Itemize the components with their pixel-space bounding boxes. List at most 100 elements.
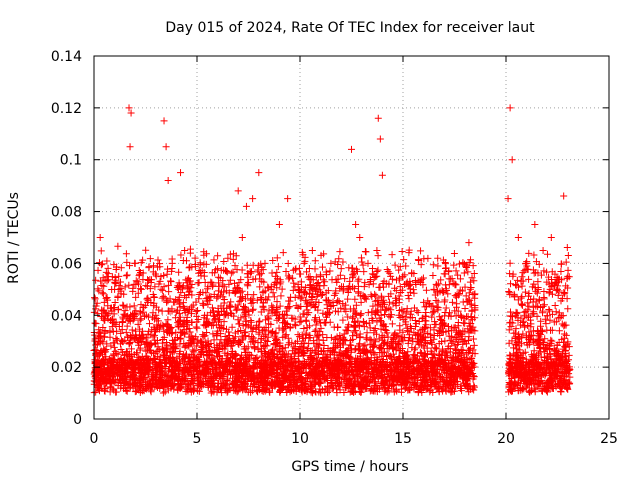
data-point [275, 324, 283, 332]
data-point [251, 383, 259, 391]
data-point [401, 334, 409, 342]
data-point [269, 303, 277, 311]
data-point [433, 303, 441, 311]
data-point [107, 304, 115, 312]
data-point [442, 328, 450, 336]
data-point [137, 386, 145, 394]
data-point [293, 379, 301, 387]
data-point [452, 267, 460, 275]
data-point [98, 306, 106, 314]
data-point [396, 283, 404, 291]
data-point [176, 350, 184, 358]
data-point [257, 270, 265, 278]
data-point [430, 369, 438, 377]
data-point [455, 349, 463, 357]
data-point [265, 315, 273, 323]
data-point [530, 251, 538, 259]
data-point [195, 278, 203, 286]
data-point [311, 381, 319, 389]
data-point [226, 385, 234, 393]
data-point [241, 305, 249, 313]
data-point [291, 344, 299, 352]
data-point [366, 340, 374, 348]
data-point [160, 283, 168, 291]
data-point [264, 312, 272, 320]
data-point [128, 326, 136, 334]
data-point [354, 277, 362, 285]
data-point [406, 369, 414, 377]
data-point [217, 336, 225, 344]
data-point [247, 269, 255, 277]
data-point [258, 263, 266, 271]
data-point [285, 374, 293, 382]
data-point [439, 380, 447, 388]
data-point [208, 352, 216, 360]
data-point [368, 270, 376, 278]
data-point [114, 366, 122, 374]
data-point [414, 308, 422, 316]
data-point [243, 261, 251, 269]
data-point [465, 289, 473, 297]
data-point [433, 385, 441, 393]
data-point [165, 354, 173, 362]
data-point [148, 366, 156, 374]
data-point [113, 336, 121, 344]
data-point [381, 306, 389, 314]
data-point [293, 378, 301, 386]
data-point [452, 303, 460, 311]
data-point [268, 269, 276, 277]
data-point [316, 374, 324, 382]
data-point [147, 331, 155, 339]
data-point [354, 346, 362, 354]
data-points [90, 104, 574, 397]
data-point [250, 291, 258, 299]
data-point [320, 318, 328, 326]
data-point [362, 334, 370, 342]
data-point [391, 261, 399, 269]
data-point [211, 358, 219, 366]
data-point [96, 329, 104, 337]
data-point [422, 317, 430, 325]
data-point [326, 370, 334, 378]
data-point [203, 297, 211, 305]
data-point [116, 278, 124, 286]
data-point [395, 337, 403, 345]
data-point [103, 370, 111, 378]
data-point [157, 381, 165, 389]
data-point [176, 316, 184, 324]
data-point [456, 329, 464, 337]
data-point [125, 339, 133, 347]
data-point [405, 246, 413, 254]
data-point [292, 358, 300, 366]
data-point [118, 367, 126, 375]
data-point [213, 388, 221, 396]
data-point [448, 364, 456, 372]
data-point [161, 388, 169, 396]
data-point [148, 326, 156, 334]
data-point [259, 362, 267, 370]
data-point [470, 386, 478, 394]
data-point [360, 342, 368, 350]
data-point [217, 384, 225, 392]
data-point [364, 366, 372, 374]
data-point [470, 383, 478, 391]
data-point [299, 359, 307, 367]
data-point [358, 258, 366, 266]
data-point [429, 360, 437, 368]
data-point [260, 378, 268, 386]
data-point [217, 330, 225, 338]
data-point [235, 279, 243, 287]
data-point [281, 332, 289, 340]
data-point [231, 383, 239, 391]
data-point [330, 354, 338, 362]
data-point [197, 272, 205, 280]
data-point [357, 352, 365, 360]
data-point [394, 356, 402, 364]
data-point [412, 278, 420, 286]
data-point [116, 340, 124, 348]
data-point [311, 303, 319, 311]
data-point [377, 379, 385, 387]
data-point [315, 366, 323, 374]
data-point [465, 372, 473, 380]
data-point [219, 281, 227, 289]
